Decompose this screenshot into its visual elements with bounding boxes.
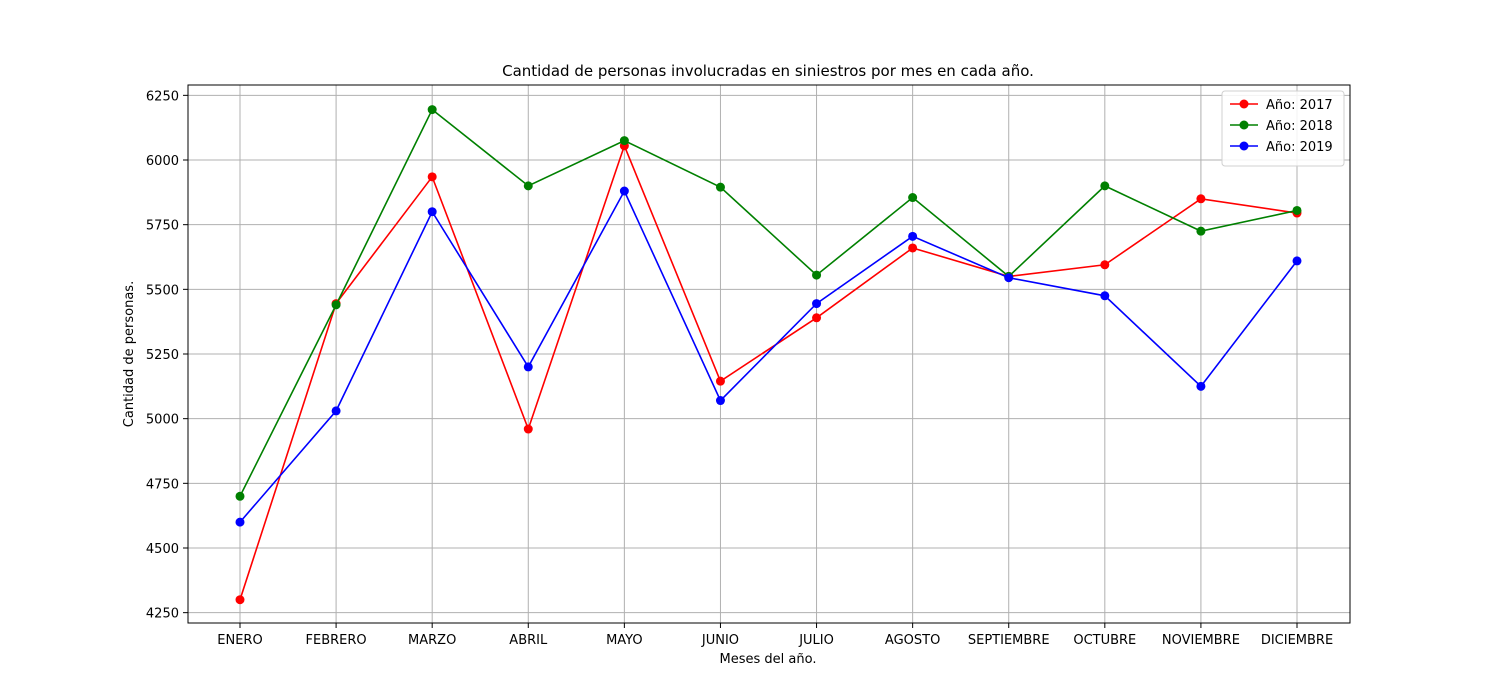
y-tick-label: 4500	[146, 542, 179, 557]
x-tick-label: MARZO	[408, 633, 456, 648]
y-tick-label: 4250	[146, 607, 179, 622]
y-axis: 4250 4500 4750 5000 5250 5500 5750 6000 6250	[146, 89, 188, 622]
legend-label: Año: 2018	[1266, 119, 1333, 134]
data-point	[715, 182, 725, 192]
data-point	[619, 136, 629, 146]
data-point	[235, 517, 245, 527]
data-point	[1292, 256, 1302, 266]
data-point	[1100, 181, 1110, 191]
series-line	[239, 143, 1298, 600]
series-1	[235, 105, 1302, 501]
x-tick-label: NOVIEMBRE	[1162, 633, 1240, 648]
legend-label: Año: 2019	[1266, 140, 1333, 155]
legend: Año: 2017 Año: 2018 Año: 2019	[1221, 90, 1345, 167]
x-tick-label: FEBRERO	[306, 633, 367, 648]
series-layer	[235, 105, 1302, 605]
y-tick-label: 6000	[146, 154, 179, 169]
x-tick-label: SEPTIEMBRE	[968, 633, 1050, 648]
data-point	[812, 313, 822, 323]
x-tick-label: ABRIL	[509, 633, 548, 648]
data-point	[331, 300, 341, 310]
x-axis-label: Meses del año.	[720, 652, 817, 667]
x-tick-label: AGOSTO	[885, 633, 940, 648]
x-tick-label: JUNIO	[701, 633, 739, 648]
data-point	[1196, 194, 1206, 204]
legend-item: Año: 2019	[1230, 140, 1333, 155]
legend-item: Año: 2018	[1230, 119, 1333, 134]
data-point	[812, 299, 822, 309]
y-tick-label: 5000	[146, 413, 179, 428]
grid	[188, 85, 1350, 623]
y-axis-label: Cantidad de personas.	[122, 281, 137, 427]
data-point	[1196, 381, 1206, 391]
data-point	[523, 424, 533, 434]
y-tick-label: 5250	[146, 348, 179, 363]
series-0	[235, 141, 1302, 605]
data-point	[523, 362, 533, 372]
legend-box	[1221, 90, 1345, 167]
data-point	[523, 181, 533, 191]
data-point	[235, 595, 245, 605]
data-point	[235, 491, 245, 501]
y-tick-label: 4750	[146, 477, 179, 492]
data-point	[1292, 205, 1302, 215]
legend-marker	[1239, 120, 1249, 130]
data-point	[908, 243, 918, 253]
legend-label: Año: 2017	[1266, 98, 1333, 113]
x-tick-label: JULIO	[798, 633, 834, 648]
data-point	[1004, 273, 1014, 283]
data-point	[908, 231, 918, 241]
series-2	[235, 186, 1302, 527]
data-point	[1196, 226, 1206, 236]
y-tick-label: 6250	[146, 89, 179, 104]
series-line	[239, 189, 1298, 523]
data-point	[715, 396, 725, 406]
x-tick-label: OCTUBRE	[1073, 633, 1136, 648]
data-point	[812, 270, 822, 280]
chart-title: Cantidad de personas involucradas en sin…	[502, 62, 1034, 80]
x-tick-label: DICIEMBRE	[1261, 633, 1333, 648]
legend-item: Año: 2017	[1230, 98, 1333, 113]
data-point	[331, 406, 341, 416]
y-tick-label: 5750	[146, 219, 179, 234]
legend-marker	[1239, 141, 1249, 151]
data-point	[619, 186, 629, 196]
x-axis: ENERO FEBRERO MARZO ABRIL MAYO JUNIO JULIO AGOS…	[217, 623, 1333, 648]
legend-marker	[1239, 99, 1249, 109]
y-tick-label: 5500	[146, 283, 179, 298]
data-point	[715, 376, 725, 386]
data-point	[427, 105, 437, 115]
x-tick-label: ENERO	[217, 633, 262, 648]
data-point	[1100, 291, 1110, 301]
series-line	[239, 108, 1298, 497]
data-point	[908, 193, 918, 203]
x-tick-label: MAYO	[606, 633, 643, 648]
data-point	[427, 172, 437, 182]
data-point	[1100, 260, 1110, 270]
data-point	[427, 207, 437, 217]
